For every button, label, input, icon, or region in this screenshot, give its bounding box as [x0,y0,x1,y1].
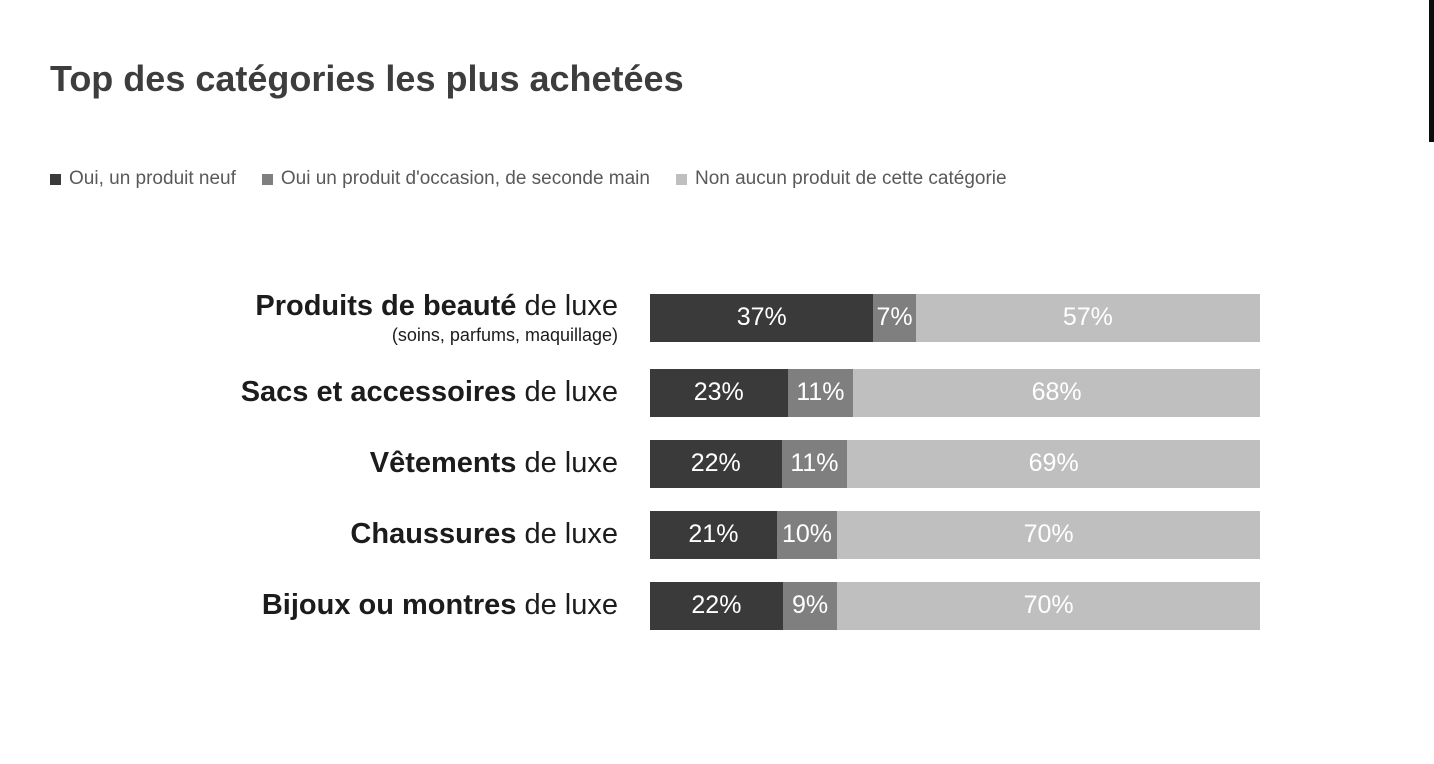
bar-segment: 7% [873,293,916,342]
legend-marker-icon [261,173,273,185]
legend-item: Non aucun produit de cette catégorie [675,168,1007,190]
chart-row: Vêtements de luxe 22% 11% 69% [36,439,1260,488]
legend-label: Oui, un produit neuf [69,168,236,189]
legend-label: Oui un produit d'occasion, de seconde ma… [280,168,650,189]
row-label: Sacs et accessoires de luxe [36,376,650,408]
bar-segment: 9% [782,581,838,630]
row-label-rest: de luxe [516,447,618,480]
chart-row: Chaussures de luxe 21% 10% 70% [36,510,1260,559]
bar-segment: 11% [787,368,854,417]
row-label: Bijoux ou montres de luxe [36,589,650,621]
row-label: Produits de beauté de luxe (soins, parfum… [36,290,650,346]
legend-item: Oui, un produit neuf [50,168,236,190]
bar-segment: 23% [650,368,788,417]
legend-item: Oui un produit d'occasion, de seconde ma… [261,168,650,190]
bar-segment: 22% [650,581,783,630]
row-label-rest: de luxe [516,376,618,409]
bar-segment-value: 9% [791,591,829,620]
legend: Oui, un produit neuf Oui un produit d'occ… [50,168,1007,190]
bar-segment-value: 22% [690,449,741,478]
bar-segment: 68% [853,368,1260,417]
bar-segment: 37% [650,293,874,342]
bar-segment-value: 7% [876,303,913,332]
stacked-bar: 21% 10% 70% [650,510,1260,559]
bar-segment-value: 70% [1023,520,1074,549]
legend-label: Non aucun produit de cette catégorie [694,168,1007,189]
stacked-bar: 23% 11% 68% [650,368,1260,417]
legend-marker-icon [675,173,687,185]
row-label-bold: Vêtements [369,447,517,480]
row-label-bold: Produits de beauté [255,290,517,322]
bar-segment: 57% [915,293,1260,342]
chart-row: Produits de beauté de luxe (soins, parfum… [36,290,1260,346]
row-label: Vêtements de luxe [36,447,650,479]
chart-title: Top des catégories les plus achetées [50,58,684,99]
bar-segment: 21% [650,510,777,559]
bar-segment: 11% [781,439,848,488]
bar-segment-value: 10% [782,520,833,549]
bar-segment-value: 68% [1031,378,1082,407]
row-label-rest: de luxe [516,290,618,322]
bar-segment-value: 11% [790,449,839,478]
bar-segment: 22% [650,439,782,488]
chart-row: Bijoux ou montres de luxe 22% 9% 70% [36,581,1260,630]
row-label-bold: Chaussures [350,518,517,551]
stacked-bar: 37% 7% 57% [650,293,1260,342]
chart-row: Sacs et accessoires de luxe 23% 11% 68% [36,368,1260,417]
bar-segment-value: 21% [688,520,739,549]
stacked-bar: 22% 11% 69% [650,439,1260,488]
bar-segment: 70% [837,581,1260,630]
bar-segment-value: 70% [1023,591,1074,620]
row-sublabel: (soins, parfums, maquillage) [391,325,618,346]
bar-segment-value: 57% [1062,303,1113,332]
bar-segment: 69% [847,439,1260,488]
stacked-bar: 22% 9% 70% [650,581,1260,630]
row-label-bold: Bijoux ou montres [261,589,517,622]
bar-segment: 10% [776,510,838,559]
bar-segment-value: 69% [1028,449,1079,478]
row-label-bold: Sacs et accessoires [240,376,517,409]
legend-marker-icon [50,173,61,185]
bar-segment-value: 23% [693,378,744,407]
bar-segment-value: 22% [691,591,742,620]
bar-segment-value: 37% [736,303,787,332]
row-label-rest: de luxe [516,518,618,551]
bar-chart: Produits de beauté de luxe (soins, parfum… [36,290,1260,630]
row-label-rest: de luxe [516,589,618,622]
bar-segment: 70% [837,510,1260,559]
bar-segment-value: 11% [796,378,845,407]
right-edge-artifact [1429,0,1434,142]
row-label: Chaussures de luxe [36,518,650,550]
